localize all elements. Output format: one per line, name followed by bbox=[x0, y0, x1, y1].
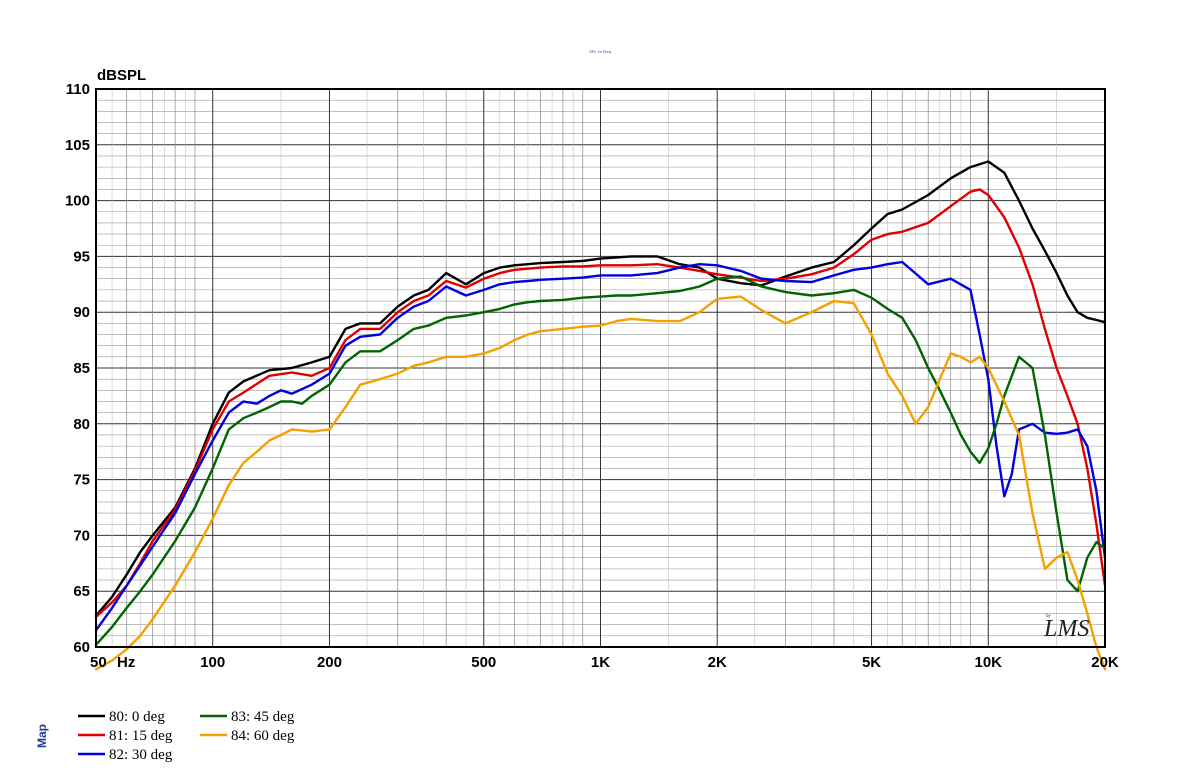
y-axis-label: dBSPL bbox=[97, 67, 146, 84]
series-line-1 bbox=[94, 188, 1107, 619]
y-tick-label: 100 bbox=[65, 193, 90, 210]
x-tick-labels: 50 100 200 500 1K 2K 5K 10K 20K bbox=[90, 654, 1119, 671]
lms-logo: LMS bbox=[1043, 616, 1089, 642]
x-tick-label: 500 bbox=[471, 654, 496, 671]
x-tick-label: 1K bbox=[591, 654, 610, 671]
legend-label: 80: 0 deg bbox=[109, 709, 165, 725]
series-line-2 bbox=[94, 260, 1107, 632]
legend-label: 83: 45 deg bbox=[231, 709, 295, 725]
page-note: SPL vs Freq bbox=[589, 49, 611, 54]
legend-label: 81: 15 deg bbox=[109, 728, 173, 744]
logo-small-text: by bbox=[1046, 614, 1052, 619]
y-tick-label: 110 bbox=[66, 81, 90, 98]
y-tick-label: 60 bbox=[73, 639, 90, 656]
y-tick-label: 70 bbox=[73, 527, 90, 544]
y-tick-label: 80 bbox=[73, 416, 90, 433]
grid bbox=[95, 88, 1106, 648]
y-tick-label: 90 bbox=[73, 304, 90, 321]
series-line-3 bbox=[94, 275, 1107, 646]
legend: 80: 0 deg 81: 15 deg 82: 30 deg 83: 45 deg 8… bbox=[78, 709, 295, 763]
side-map-label: Map bbox=[35, 724, 49, 748]
y-tick-labels: 60 65 70 75 80 85 90 95 100 105 110 bbox=[65, 81, 90, 656]
y-tick-label: 85 bbox=[73, 360, 90, 377]
y-tick-label: 65 bbox=[73, 583, 90, 600]
x-tick-label: 100 bbox=[200, 654, 225, 671]
x-axis-label: Hz bbox=[117, 654, 135, 671]
series-line-4 bbox=[94, 295, 1107, 671]
legend-label: 82: 30 deg bbox=[109, 747, 173, 763]
x-tick-label: 20K bbox=[1091, 654, 1119, 671]
x-tick-label: 50 bbox=[90, 654, 107, 671]
legend-label: 84: 60 deg bbox=[231, 728, 295, 744]
x-tick-label: 200 bbox=[317, 654, 342, 671]
x-tick-label: 5K bbox=[862, 654, 881, 671]
series-line-0 bbox=[94, 160, 1107, 617]
y-tick-label: 75 bbox=[73, 472, 90, 489]
y-tick-label: 95 bbox=[73, 248, 90, 265]
plot-frame bbox=[95, 88, 1106, 648]
y-tick-label: 105 bbox=[65, 137, 90, 154]
series-layer bbox=[94, 160, 1107, 671]
x-tick-label: 10K bbox=[975, 654, 1003, 671]
x-tick-label: 2K bbox=[708, 654, 727, 671]
